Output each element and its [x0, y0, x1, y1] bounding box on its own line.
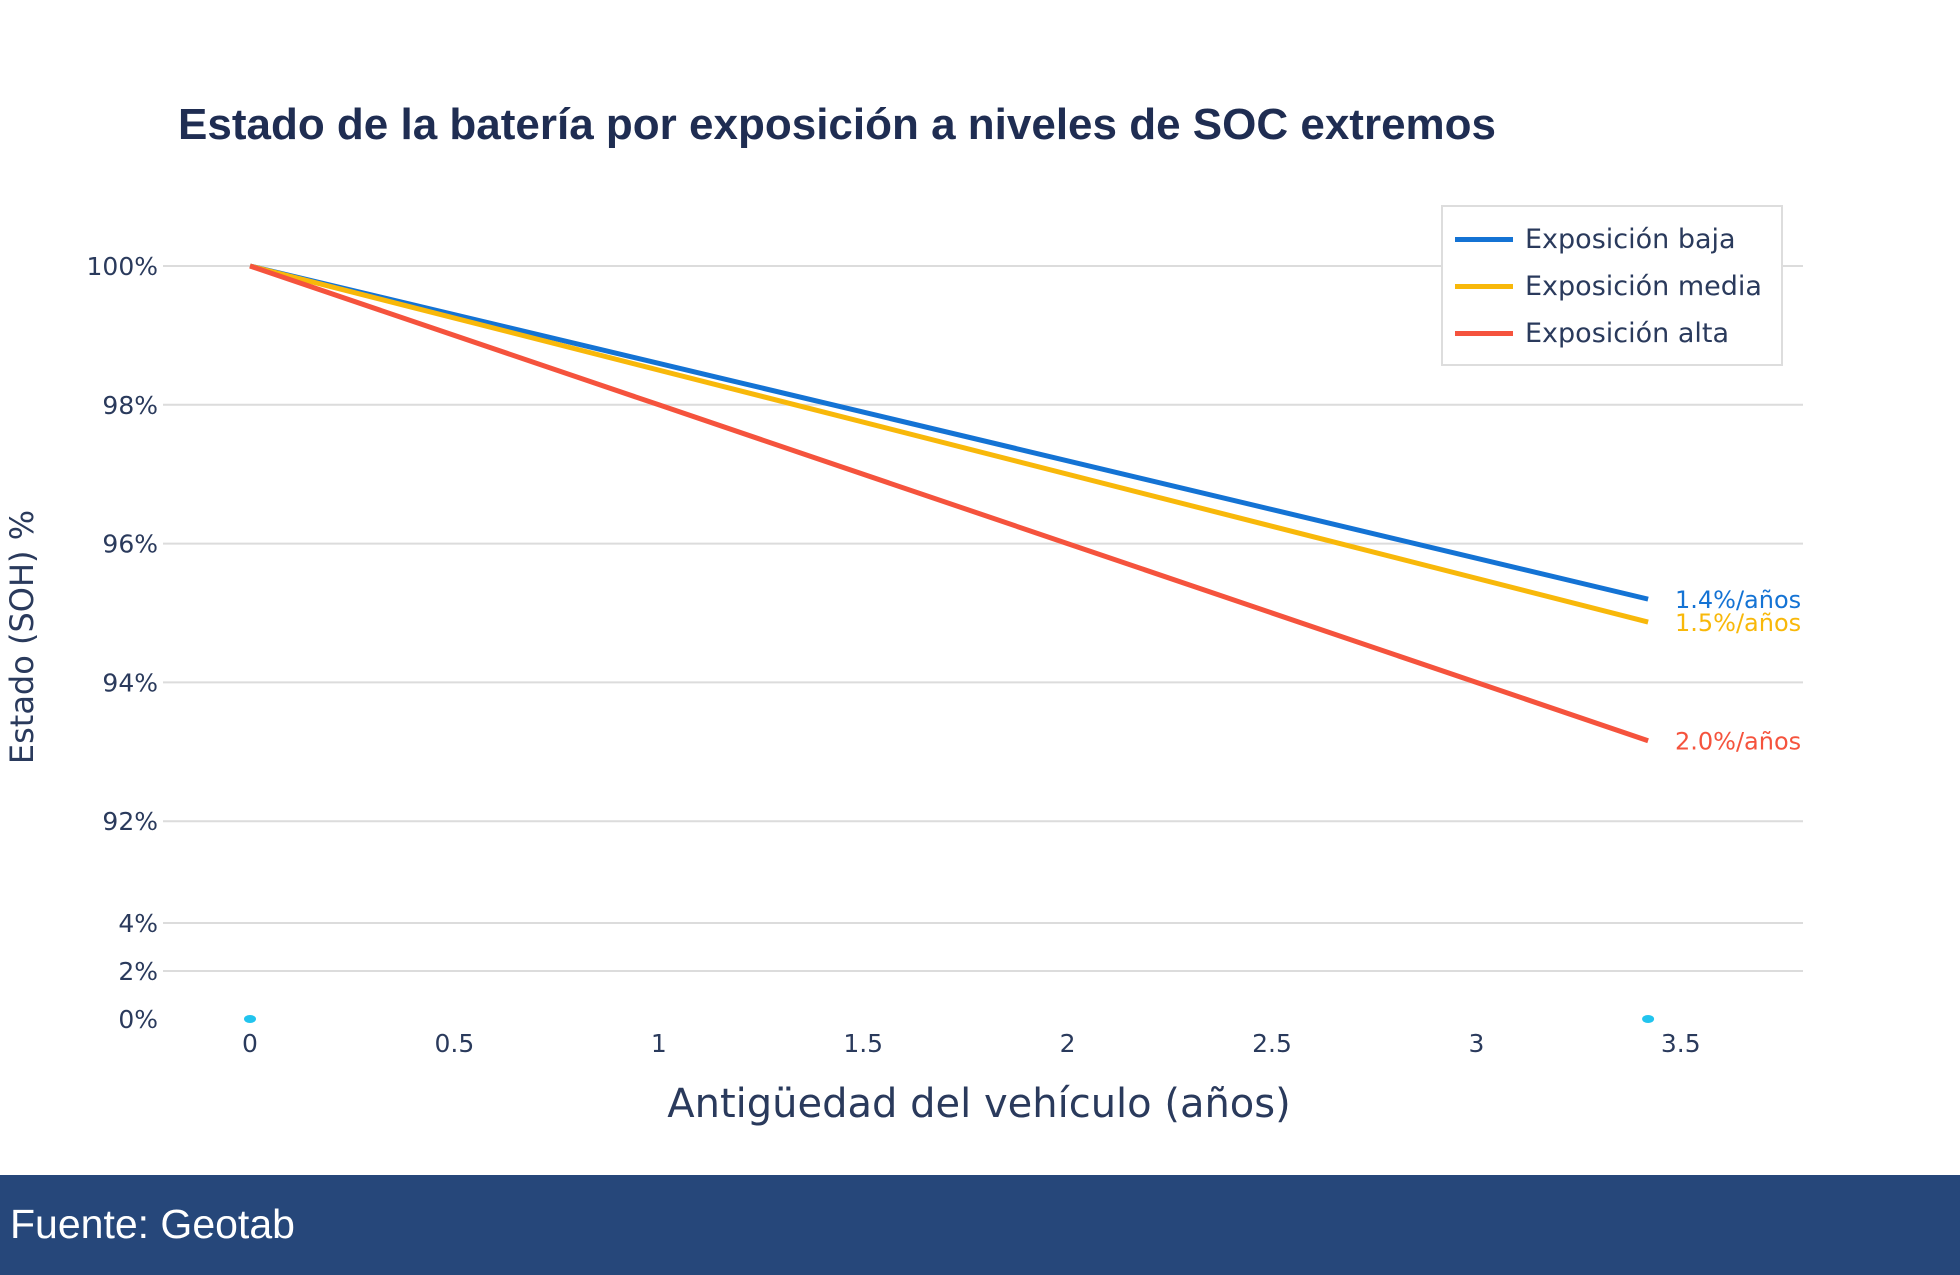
- x-tick-label: 3: [1468, 1029, 1484, 1058]
- series-line-2: [249, 263, 1649, 625]
- y-tick-label: 0%: [118, 1005, 158, 1034]
- y-tick-label: 4%: [118, 909, 158, 938]
- legend-item: Exposición alta: [1455, 313, 1729, 353]
- x-axis-title: Antigüedad del vehículo (años): [667, 1081, 1290, 1127]
- x-tick-label: 1.5: [843, 1029, 883, 1058]
- series-line-3: [249, 263, 1649, 744]
- data-marker: [1642, 1015, 1655, 1023]
- x-tick-label: 2.5: [1252, 1029, 1292, 1058]
- legend-swatch: [1455, 330, 1513, 336]
- y-axis-title: Estado (SOH) %: [3, 510, 41, 764]
- y-tick-label: 2%: [118, 957, 158, 986]
- y-tick-label: 100%: [87, 252, 158, 281]
- x-tick-label: 1: [651, 1029, 667, 1058]
- legend-label: Exposición alta: [1525, 317, 1730, 349]
- legend-item: Exposición media: [1455, 266, 1762, 306]
- footer-bar: Fuente: Geotab: [0, 1175, 1960, 1275]
- y-tick-label: 94%: [102, 668, 158, 697]
- end-label: 2.0%/años: [1675, 728, 1801, 756]
- end-label: 1.5%/años: [1675, 609, 1801, 637]
- chart-title: Estado de la batería por exposición a ni…: [178, 100, 1497, 149]
- legend-swatch: [1455, 236, 1513, 242]
- end-label: 1.4%/años: [1675, 586, 1801, 614]
- legend-label: Exposición baja: [1525, 223, 1736, 255]
- legend-item: Exposición baja: [1455, 219, 1736, 259]
- y-tick-label: 98%: [102, 391, 158, 420]
- data-marker: [244, 1015, 256, 1023]
- legend-label: Exposición media: [1525, 270, 1762, 302]
- legend-swatch: [1455, 283, 1513, 289]
- x-tick-label: 2: [1060, 1029, 1076, 1058]
- y-tick-label: 92%: [102, 807, 158, 836]
- x-tick-label: 0: [242, 1029, 258, 1058]
- y-tick-label: 96%: [102, 530, 158, 559]
- source-text: Fuente: Geotab: [10, 1201, 295, 1247]
- x-tick-label: 3.5: [1661, 1029, 1701, 1058]
- legend: Exposición baja Exposición media Exposició…: [1441, 205, 1783, 366]
- series-line-1: [249, 263, 1649, 602]
- x-tick-label: 0.5: [435, 1029, 475, 1058]
- chart-plot: 100%98%96%94%92%4%2%0% 0 0.5 1 1.5 2 2.5 3 3.5 …: [3, 252, 1803, 1127]
